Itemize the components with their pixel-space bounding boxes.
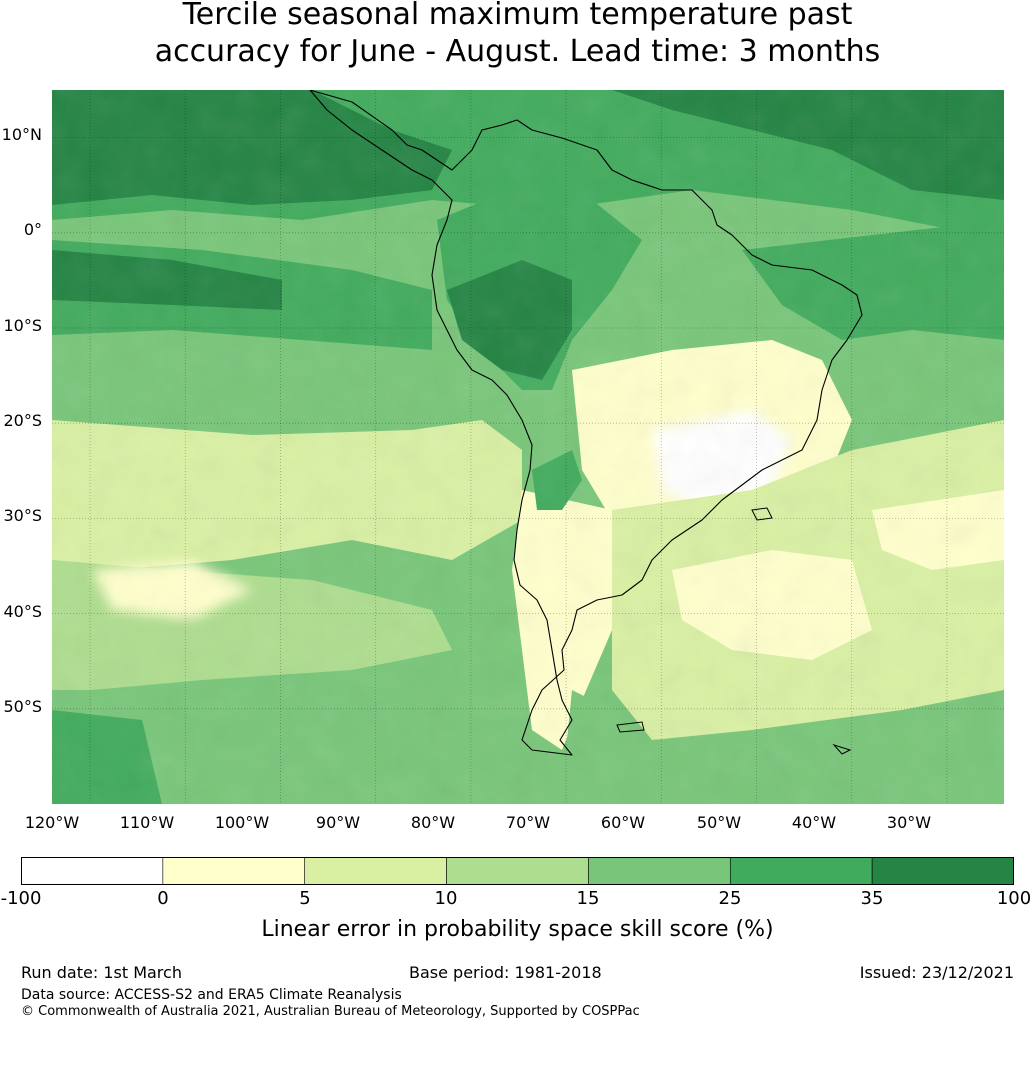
chart-title-line-1: Tercile seasonal maximum temperature pas…: [182, 0, 853, 32]
falkland-islands-outline: [616, 721, 645, 733]
base-period: Base period: 1981-2018: [409, 963, 602, 982]
colorbar-border: [21, 857, 1014, 885]
lon-label-100w: 100°W: [214, 813, 270, 832]
data-source: Data source: ACCESS-S2 and ERA5 Climate …: [21, 987, 402, 1003]
map-texture: [52, 90, 1004, 804]
gridlines: [52, 90, 1004, 804]
lat-label-0: 0°: [23, 220, 42, 239]
run-date: Run date: 1st March: [21, 963, 182, 982]
colorbar-tick-0: 0: [157, 888, 169, 909]
colorbar-tick-5: 5: [299, 888, 311, 909]
map-canvas: [52, 90, 1004, 804]
lon-label-60w: 60°W: [600, 813, 646, 832]
colorbar: [21, 857, 1014, 885]
coastline: [309, 90, 863, 756]
lon-label-80w: 80°W: [410, 813, 456, 832]
lon-label-40w: 40°W: [791, 813, 837, 832]
colorbar-segment: [729, 857, 873, 885]
lat-label-10s: 10°S: [3, 316, 42, 335]
lon-label-110w: 110°W: [119, 813, 175, 832]
lon-label-70w: 70°W: [505, 813, 551, 832]
issued-date: Issued: 23/12/2021: [859, 963, 1014, 982]
copyright-notice: © Commonwealth of Australia 2021, Austra…: [21, 1004, 640, 1019]
colorbar-tick-25: 25: [718, 888, 742, 909]
lon-label-90w: 90°W: [315, 813, 361, 832]
lon-label-30w: 30°W: [886, 813, 932, 832]
lat-label-30s: 30°S: [3, 506, 42, 525]
colorbar-tick-10: 10: [434, 888, 458, 909]
coastline-island: [751, 507, 773, 521]
colorbar-tick-35: 35: [860, 888, 884, 909]
colorbar-tick-100: 100: [996, 888, 1032, 909]
colorbar-tick-15: 15: [576, 888, 600, 909]
colorbar-segment: [21, 857, 164, 885]
colorbar-label: Linear error in probability space skill …: [261, 917, 774, 942]
skill-score-map: [52, 90, 1004, 804]
lon-label-50w: 50°W: [696, 813, 742, 832]
colorbar-segment: [446, 857, 589, 885]
lat-label-40s: 40°S: [3, 602, 42, 621]
colorbar-segment: [162, 857, 306, 885]
lon-label-120w: 120°W: [24, 813, 80, 832]
colorbar-tick-minus-100: -100: [0, 888, 42, 909]
colorbar-segment: [588, 857, 731, 885]
lat-label-10n: 10°N: [1, 125, 42, 144]
chart-title-line-2: accuracy for June - August. Lead time: 3…: [154, 34, 881, 69]
south-georgia-outline: [832, 743, 852, 755]
lat-label-20s: 20°S: [3, 411, 42, 430]
colorbar-segment: [304, 857, 447, 885]
colorbar-segment: [871, 857, 1014, 885]
lat-label-50s: 50°S: [3, 697, 42, 716]
